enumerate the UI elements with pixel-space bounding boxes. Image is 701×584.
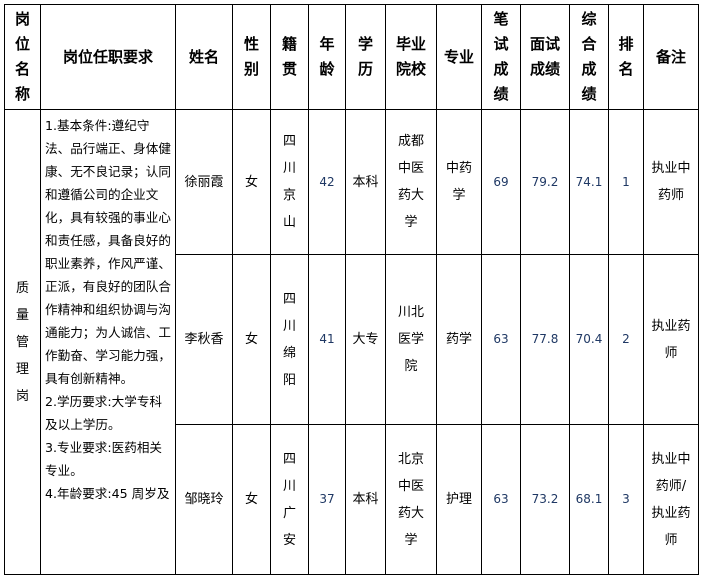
written-score-cell: 63 xyxy=(481,254,521,425)
rank-cell: 3 xyxy=(608,424,644,575)
origin-cell: 四川绵阳 xyxy=(270,254,309,425)
requirements-cell: 1.基本条件:遵纪守法、品行端正、身体健康、无不良记录；认同和遵循公司的企业文化… xyxy=(40,109,176,575)
major-cell: 护理 xyxy=(436,424,482,575)
header-gender: 性别 xyxy=(232,4,271,110)
header-age: 年龄 xyxy=(308,4,346,110)
rank-cell: 1 xyxy=(608,109,644,255)
remark-cell: 执业中药师/执业药师 xyxy=(643,424,699,575)
interview-score-cell: 73.2 xyxy=(520,424,570,575)
interview-score-cell: 77.8 xyxy=(520,254,570,425)
total-score-cell: 68.1 xyxy=(569,424,609,575)
header-school: 毕业院校 xyxy=(385,4,437,110)
header-major: 专业 xyxy=(436,4,482,110)
table-row: 李秋香 女 四川绵阳 41 大专 川北医学院 药学 63 77.8 70.4 2… xyxy=(5,254,699,425)
school-cell: 北京中医药大学 xyxy=(385,424,437,575)
education-cell: 大专 xyxy=(345,254,386,425)
header-post: 岗位名称 xyxy=(4,4,41,110)
header-remark: 备注 xyxy=(643,4,699,110)
education-cell: 本科 xyxy=(345,109,386,255)
gender-cell: 女 xyxy=(232,254,271,425)
gender-cell: 女 xyxy=(232,109,271,255)
header-interview: 面试成绩 xyxy=(520,4,570,110)
header-name: 姓名 xyxy=(175,4,233,110)
requirement-item: 4.年龄要求:45 周岁及 xyxy=(45,486,170,501)
header-education: 学历 xyxy=(345,4,386,110)
major-cell: 中药学 xyxy=(436,109,482,255)
requirement-item: 3.专业要求:医药相关专业。 xyxy=(45,440,163,478)
name-cell: 邹晓玲 xyxy=(175,424,233,575)
post-cell: 质量管理岗 xyxy=(4,109,41,575)
header-total: 综合成绩 xyxy=(569,4,609,110)
age-cell: 41 xyxy=(308,254,346,425)
age-cell: 37 xyxy=(308,424,346,575)
header-origin: 籍贯 xyxy=(270,4,309,110)
name-cell: 李秋香 xyxy=(175,254,233,425)
major-cell: 药学 xyxy=(436,254,482,425)
origin-cell: 四川广安 xyxy=(270,424,309,575)
remark-cell: 执业药师 xyxy=(643,254,699,425)
table-row: 邹晓玲 女 四川广安 37 本科 北京中医药大学 护理 63 73.2 68.1… xyxy=(5,424,699,575)
age-cell: 42 xyxy=(308,109,346,255)
gender-cell: 女 xyxy=(232,424,271,575)
header-written: 笔试成绩 xyxy=(481,4,521,110)
requirement-item: 1.基本条件:遵纪守法、品行端正、身体健康、无不良记录；认同和遵循公司的企业文化… xyxy=(45,118,171,386)
table-row: 质量管理岗 1.基本条件:遵纪守法、品行端正、身体健康、无不良记录；认同和遵循公… xyxy=(4,109,699,575)
rank-cell: 2 xyxy=(608,254,644,425)
origin-cell: 四川京山 xyxy=(270,109,309,255)
header-row: 岗位名称 岗位任职要求 姓名 性别 籍贯 年龄 学历 毕业院校 专业 笔试成绩 … xyxy=(4,4,699,110)
education-cell: 本科 xyxy=(345,424,386,575)
interview-score-cell: 79.2 xyxy=(520,109,570,255)
header-rank: 排名 xyxy=(608,4,644,110)
total-score-cell: 70.4 xyxy=(569,254,609,425)
requirement-item: 2.学历要求:大学专科及以上学历。 xyxy=(45,394,163,432)
candidate-score-table: 岗位名称 岗位任职要求 姓名 性别 籍贯 年龄 学历 毕业院校 专业 笔试成绩 … xyxy=(4,4,699,575)
school-cell: 川北医学院 xyxy=(385,254,437,425)
total-score-cell: 74.1 xyxy=(569,109,609,255)
remark-cell: 执业中药师 xyxy=(643,109,699,255)
written-score-cell: 69 xyxy=(481,109,521,255)
header-requirements: 岗位任职要求 xyxy=(40,4,176,110)
name-cell: 徐丽霞 xyxy=(175,109,233,255)
school-cell: 成都中医药大学 xyxy=(385,109,437,255)
written-score-cell: 63 xyxy=(481,424,521,575)
